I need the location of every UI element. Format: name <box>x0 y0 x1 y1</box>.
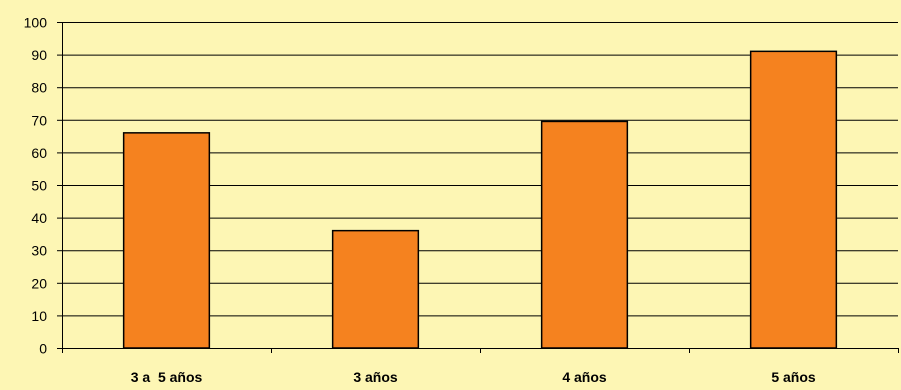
bars <box>122 50 838 349</box>
y-tick-label: 100 <box>24 15 48 31</box>
y-tick-label: 20 <box>31 275 47 291</box>
x-category-label: 4 años <box>562 369 607 385</box>
y-tick-label: 10 <box>31 308 47 324</box>
y-tick-labels: 0 10 20 30 40 50 60 70 80 90 100 <box>24 15 48 357</box>
bar-2 <box>331 229 420 349</box>
y-tick-label: 40 <box>31 210 47 226</box>
bar-3 <box>540 120 629 349</box>
y-tick-label: 60 <box>31 145 47 161</box>
y-tick-label: 0 <box>39 341 47 357</box>
x-category-label: 3 años <box>353 369 398 385</box>
y-tick-label: 90 <box>31 47 47 63</box>
y-tick-label: 80 <box>31 80 47 96</box>
y-tick-label: 30 <box>31 243 47 259</box>
axes <box>57 22 899 353</box>
y-tick-label: 50 <box>31 178 47 194</box>
x-category-label: 5 años <box>771 369 816 385</box>
x-category-label: 3 a 5 años <box>131 369 203 385</box>
y-tick-label: 70 <box>31 112 47 128</box>
bar-4 <box>749 50 838 349</box>
x-category-labels: 3 a 5 años 3 años 4 años 5 años <box>131 369 816 385</box>
bar-1 <box>122 132 211 349</box>
